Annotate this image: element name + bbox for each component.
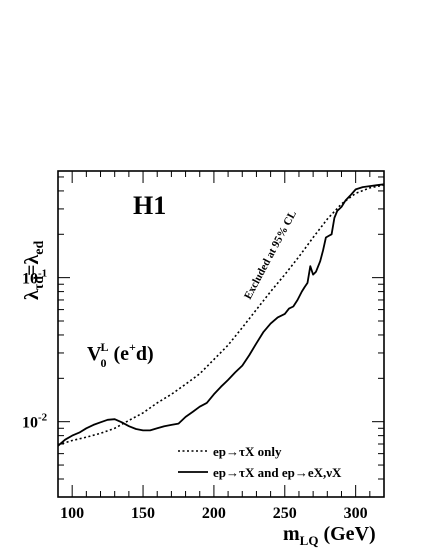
- series-line-solid: [57, 183, 385, 447]
- legend: ep→τX only ep→τX and ep→eX,νX: [178, 444, 342, 480]
- x-tick-labels: 100 150 200 250 300: [60, 505, 367, 522]
- x-tick-label: 100: [60, 505, 84, 522]
- y-tick-labels: 10-2 10-1: [22, 268, 48, 432]
- y-tick-label: 10-2: [22, 412, 48, 432]
- x-tick-label: 300: [344, 505, 368, 522]
- excluded-annotation: Excluded at 95% CL: [242, 209, 299, 302]
- model-label: VL 0 (e+d): [87, 340, 154, 370]
- y-tick-label: 10-1: [22, 268, 47, 288]
- x-tick-label: 150: [131, 505, 155, 522]
- chart-title: H1: [133, 191, 166, 220]
- axis-ticks: [57, 171, 385, 498]
- x-tick-label: 200: [202, 505, 226, 522]
- x-tick-label: 250: [273, 505, 297, 522]
- series-curves: [57, 183, 385, 447]
- y-axis-label: λτd=λed: [21, 240, 47, 300]
- legend-label-dotted: ep→τX only: [213, 444, 282, 459]
- plot-frame: [57, 170, 385, 498]
- x-axis-label: mLQ (GeV): [283, 523, 376, 548]
- series-line-dotted: [57, 184, 385, 446]
- legend-label-solid: ep→τX and ep→eX,νX: [213, 465, 342, 480]
